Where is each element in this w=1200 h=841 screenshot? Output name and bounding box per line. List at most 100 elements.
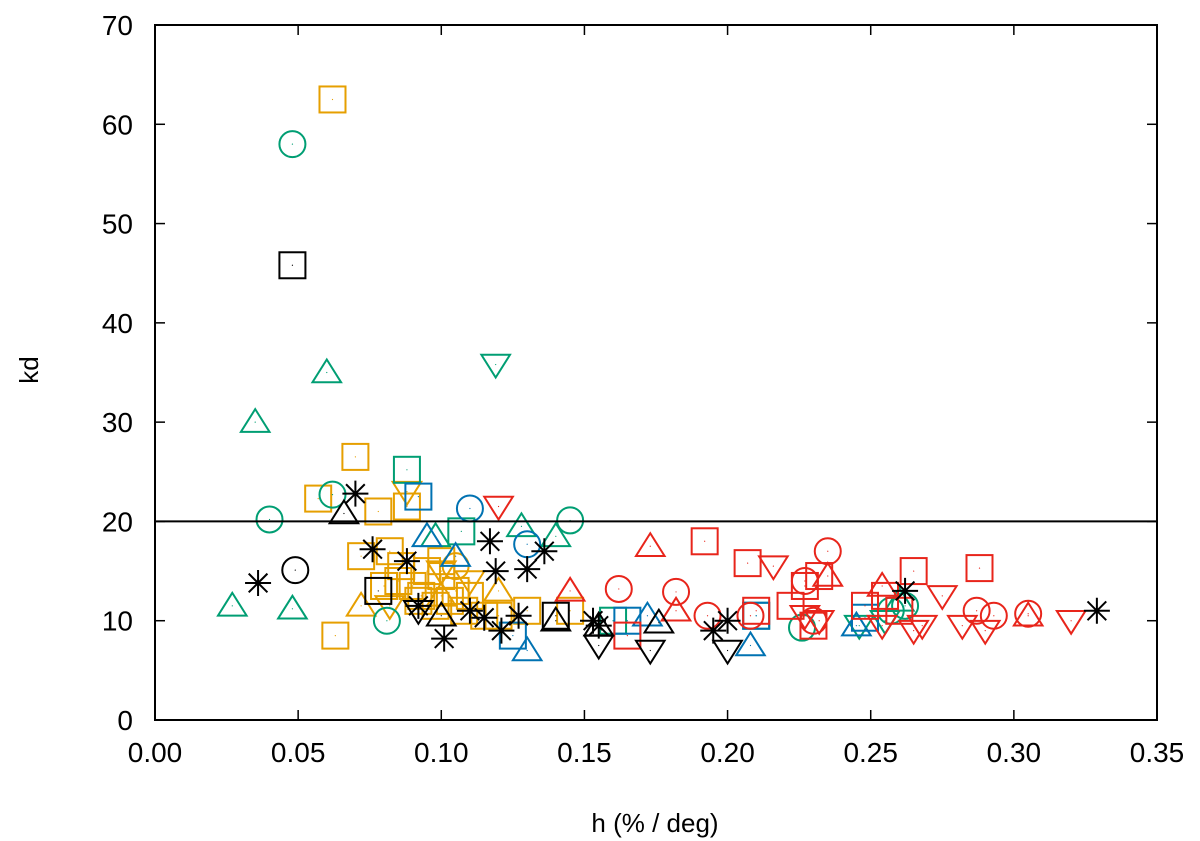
orange-square-point-center	[440, 575, 442, 577]
red-square-point-center	[884, 595, 886, 597]
orange-square-point	[384, 567, 413, 595]
black-triangle-down-point-center	[417, 610, 419, 612]
blue-circle-point-center	[469, 507, 471, 510]
red-triangle-up-point-center	[1027, 615, 1029, 617]
orange-square-point	[435, 586, 464, 615]
red-square-point-center	[804, 585, 806, 587]
green-circle-point-center	[386, 620, 388, 622]
axis-ticks: 0.00 0.05 0.10 0.15 0.20 0.25 0.30 0.35 0 10 20 30 4…	[102, 10, 1184, 768]
blue-triangle-up-point-center	[526, 649, 528, 652]
x-axis-title: h (% / deg)	[591, 808, 718, 838]
y-tick-label: 20	[102, 506, 133, 537]
green-triangle-up-point	[239, 407, 272, 433]
x-tick-label: 0.15	[557, 737, 612, 768]
red-square-point	[733, 549, 762, 578]
orange-triangle-down-point	[425, 560, 458, 586]
red-square-point-center	[747, 562, 749, 564]
black-asterisk-point	[359, 536, 386, 563]
orange-square-point-center	[569, 610, 571, 612]
orange-square-point-center	[354, 456, 356, 458]
orange-square-point-center	[397, 580, 399, 582]
blue-triangle-up-point-center	[455, 555, 457, 557]
x-tick-label: 0.10	[414, 737, 469, 768]
red-circle-point-center	[812, 620, 815, 622]
red-square-point	[690, 527, 719, 556]
y-axis-title: kd	[14, 356, 44, 383]
red-circle-point	[790, 567, 819, 595]
red-triangle-down-point-center	[497, 505, 500, 508]
red-triangle-down-point-center	[881, 625, 883, 627]
red-circle-point-center	[706, 615, 709, 617]
orange-square-point	[321, 621, 350, 650]
blue-triangle-up-point-center	[749, 644, 752, 647]
green-triangle-up-point-center	[898, 600, 900, 602]
blue-square-point	[404, 482, 433, 511]
red-circle-point	[1014, 599, 1043, 628]
black-asterisk-point	[482, 558, 509, 585]
red-triangle-down-point-center	[984, 630, 986, 632]
orange-square-point-center	[455, 590, 457, 592]
blue-triangle-up-point	[631, 600, 664, 627]
black-square-point-center	[555, 615, 557, 617]
green-triangle-up-point	[276, 593, 309, 620]
red-square-point	[742, 596, 771, 625]
y-tick-label: 70	[102, 10, 133, 41]
blue-square-point-center	[417, 496, 419, 498]
red-square-point	[850, 591, 879, 620]
red-square-point-center	[898, 610, 900, 612]
red-triangle-up-point-center	[675, 610, 677, 612]
green-triangle-up-point-center	[555, 535, 557, 537]
green-square-point-center	[612, 620, 614, 622]
orange-square-point	[318, 85, 347, 114]
blue-square-point-center	[626, 620, 628, 622]
orange-square-point-center	[383, 585, 385, 587]
green-triangle-up-point	[310, 357, 343, 384]
black-asterisk-point	[488, 617, 515, 644]
green-triangle-up-point-center	[254, 421, 256, 423]
y-tick-label: 10	[102, 606, 133, 637]
green-triangle-down-point-center	[495, 363, 497, 366]
black-triangle-up-point-center	[343, 512, 345, 515]
x-tick-label: 0.30	[987, 737, 1042, 768]
y-tick-label: 40	[102, 308, 133, 339]
blue-square-point-center	[755, 615, 757, 617]
green-triangle-up-point	[505, 511, 538, 538]
orange-triangle-down-point-center	[406, 491, 408, 493]
y-tick-label: 60	[102, 109, 133, 140]
orange-square-point-center	[412, 585, 414, 587]
black-asterisk-point	[1083, 597, 1110, 624]
red-square-point-center	[818, 575, 820, 577]
orange-square-point-center	[449, 600, 451, 602]
orange-square-point-center	[406, 505, 408, 508]
red-triangle-down-point	[906, 614, 939, 641]
black-asterisk-point	[700, 617, 727, 644]
red-square-point-center	[864, 605, 866, 607]
blue-triangle-up-point-center	[646, 615, 649, 617]
blue-square-point	[613, 606, 642, 635]
black-asterisk-point	[892, 577, 919, 604]
black-square-point	[364, 576, 393, 605]
black-triangle-up-point	[425, 600, 458, 627]
orange-square-point	[341, 442, 370, 471]
orange-square-point-center	[497, 615, 500, 617]
red-triangle-up-point	[659, 595, 693, 622]
red-triangle-up-point	[811, 561, 844, 587]
red-circle-point	[813, 537, 842, 566]
orange-triangle-up-point-center	[440, 595, 442, 597]
green-triangle-up-point	[216, 590, 249, 617]
orange-square-point	[387, 552, 416, 581]
orange-square-point	[364, 497, 393, 526]
red-square-point-center	[812, 625, 815, 627]
black-triangle-down-point-center	[649, 649, 651, 652]
x-tick-label: 0.35	[1130, 737, 1185, 768]
red-circle-point-center	[804, 580, 806, 582]
orange-square-point	[392, 492, 421, 521]
red-circle-point	[736, 601, 765, 630]
blue-triangle-up-point	[511, 635, 544, 662]
black-square-point	[541, 601, 570, 630]
x-tick-label: 0.00	[128, 737, 183, 768]
red-triangle-up-point	[634, 531, 667, 557]
red-square-point-center	[789, 605, 792, 607]
red-square-point-center	[978, 567, 981, 569]
